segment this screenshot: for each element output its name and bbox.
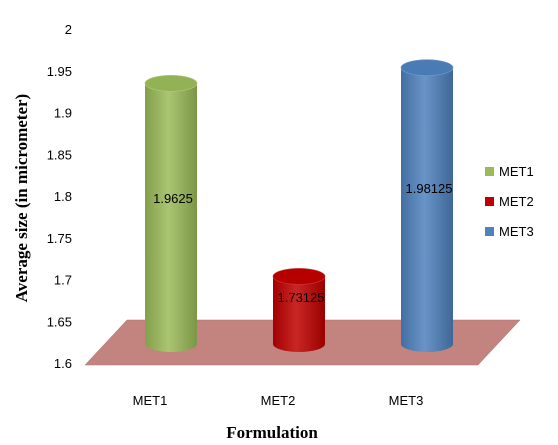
bar-met2: 1.73125 (272, 268, 326, 352)
x-tick-label: MET1 (133, 393, 168, 408)
bar-met1: 1.9625 (144, 75, 198, 352)
legend-swatch (485, 197, 494, 206)
data-label: 1.98125 (406, 181, 453, 196)
bar-top (144, 75, 198, 92)
y-tick-label: 1.7 (54, 273, 72, 288)
bar-body (145, 83, 197, 352)
legend-entry: MET1 (499, 164, 534, 179)
legend-entry: MET2 (499, 194, 534, 209)
x-axis-title: Formulation (226, 423, 318, 442)
y-tick-label: 2 (65, 22, 72, 37)
legend-swatch (485, 227, 494, 236)
y-tick-label: 1.8 (54, 189, 72, 204)
y-tick-label: 1.9 (54, 106, 72, 121)
bar-body (273, 276, 325, 352)
y-axis-title: Average size (in micrometer) (12, 94, 31, 302)
x-tick-label: MET3 (389, 393, 424, 408)
y-tick-label: 1.85 (47, 147, 72, 162)
legend: MET1 MET2 MET3 (485, 164, 534, 239)
y-axis-ticks: 1.6 1.65 1.7 1.75 1.8 1.85 1.9 1.95 2 (47, 22, 72, 371)
bar-top (272, 268, 326, 285)
x-tick-label: MET2 (261, 393, 296, 408)
y-tick-label: 1.95 (47, 64, 72, 79)
bars: 1.9625 1.73125 1.98125 (144, 59, 454, 352)
bar-met3: 1.98125 (400, 59, 454, 352)
bar-body (401, 67, 453, 352)
legend-entry: MET3 (499, 224, 534, 239)
x-axis-labels: MET1 MET2 MET3 (133, 393, 424, 408)
data-label: 1.9625 (153, 191, 193, 206)
legend-swatch (485, 167, 494, 176)
y-tick-label: 1.65 (47, 314, 72, 329)
y-tick-label: 1.6 (54, 356, 72, 371)
data-label: 1.73125 (278, 290, 325, 305)
bar-top (400, 59, 454, 76)
y-tick-label: 1.75 (47, 231, 72, 246)
